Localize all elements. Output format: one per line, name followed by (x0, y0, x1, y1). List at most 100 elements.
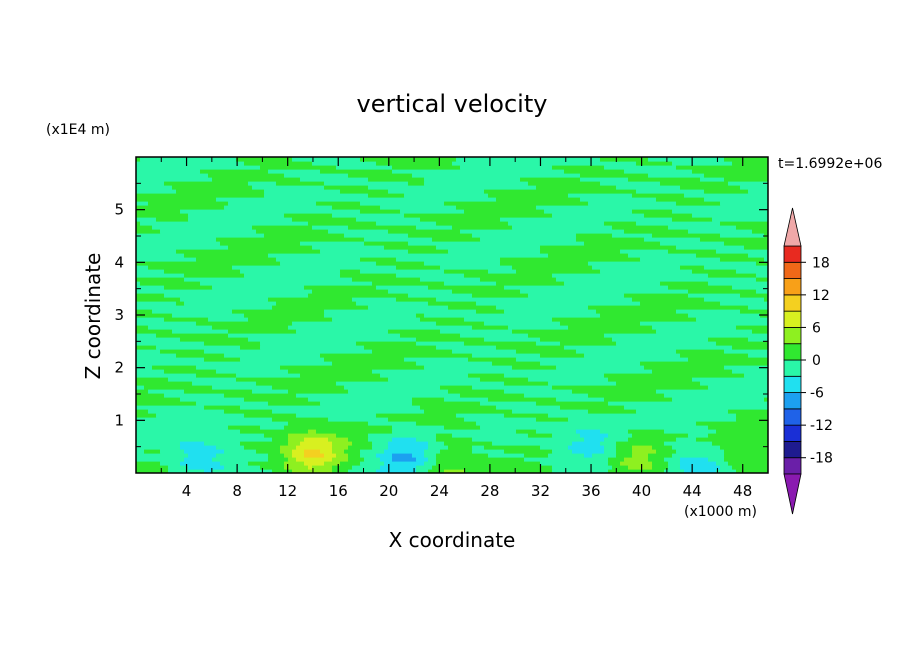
field-cell (264, 193, 369, 198)
field-cell (464, 209, 545, 214)
field-cell (284, 453, 293, 458)
field-cell (552, 449, 573, 454)
field-cell (668, 249, 717, 254)
field-cell (680, 457, 709, 462)
field-cell (136, 197, 217, 202)
field-cell (640, 301, 721, 306)
field-cell (272, 409, 425, 414)
field-cell (588, 261, 757, 266)
field-cell (652, 233, 721, 238)
field-cell (188, 453, 217, 458)
field-cell (464, 341, 537, 346)
field-cell (292, 469, 333, 473)
field-cell (312, 289, 389, 294)
field-cell (136, 257, 197, 262)
field-cell (332, 465, 353, 470)
field-cell (136, 389, 149, 394)
field-cell (484, 189, 637, 194)
field-cell (444, 281, 497, 286)
field-cell (704, 265, 768, 270)
field-cell (320, 449, 333, 454)
field-cell (580, 173, 649, 178)
field-cell (332, 361, 417, 366)
field-cell (136, 245, 229, 250)
field-cell (608, 377, 693, 382)
field-cell (460, 229, 625, 234)
field-cell (500, 257, 641, 262)
field-cell (384, 461, 425, 466)
field-cell (732, 369, 768, 374)
field-cell (136, 409, 149, 414)
field-cell (700, 177, 725, 182)
field-cell (656, 389, 768, 394)
field-cell (504, 285, 669, 290)
field-cell (224, 205, 333, 210)
colorbar-label: 0 (812, 353, 821, 369)
field-cell (600, 181, 661, 186)
field-cell (360, 257, 397, 262)
colorbar-swatch (783, 375, 802, 393)
field-cell (660, 281, 709, 286)
field-cell (620, 249, 669, 254)
field-cell (196, 401, 269, 406)
field-cell (716, 249, 768, 254)
field-cell (600, 429, 629, 434)
field-cell (700, 237, 768, 242)
field-cell (164, 285, 213, 290)
field-cell (136, 337, 181, 342)
field-cell (352, 297, 397, 302)
field-cell (492, 361, 541, 366)
field-cell (332, 441, 353, 446)
field-cell (424, 261, 501, 266)
field-cell (232, 265, 397, 270)
field-cell (212, 469, 273, 473)
field-cell (420, 277, 481, 282)
field-cell (480, 377, 529, 382)
field-cell (484, 445, 541, 450)
field-cell (716, 469, 737, 473)
field-cell (136, 341, 205, 346)
field-cell (684, 193, 768, 198)
field-cell (324, 461, 341, 466)
field-cell (436, 457, 525, 462)
field-cell (200, 169, 269, 174)
y-tick-label: 1 (114, 411, 124, 429)
field-cell (488, 269, 517, 274)
field-cell (744, 373, 768, 378)
field-cell (548, 453, 585, 458)
field-cell (600, 313, 689, 318)
field-cell (268, 297, 353, 302)
field-cell (488, 453, 525, 458)
field-cell (168, 465, 189, 470)
field-cell (436, 321, 485, 326)
field-cell (188, 213, 285, 218)
field-cell (136, 185, 173, 190)
field-cell (160, 461, 181, 466)
field-cell (236, 373, 301, 378)
field-cell (136, 469, 169, 473)
field-cell (204, 349, 373, 354)
field-cell (288, 325, 473, 330)
field-cell (292, 449, 305, 454)
field-cell (300, 373, 381, 378)
field-cell (464, 273, 553, 278)
field-cell (392, 165, 461, 170)
field-cell (648, 453, 673, 458)
field-cell (752, 229, 768, 234)
field-cell (228, 425, 261, 430)
field-cell (476, 301, 641, 306)
field-cell (160, 349, 205, 354)
field-cell (632, 445, 653, 450)
field-cell (616, 341, 717, 346)
field-cell (704, 173, 768, 178)
field-cell (164, 181, 249, 186)
field-cell (300, 441, 333, 446)
field-cell (332, 457, 349, 462)
field-cell (736, 469, 768, 473)
field-cell (624, 169, 693, 174)
field-cell (628, 429, 665, 434)
field-cell (572, 449, 605, 454)
field-cell (176, 249, 321, 254)
field-cell (240, 405, 421, 410)
field-cell (732, 285, 768, 290)
